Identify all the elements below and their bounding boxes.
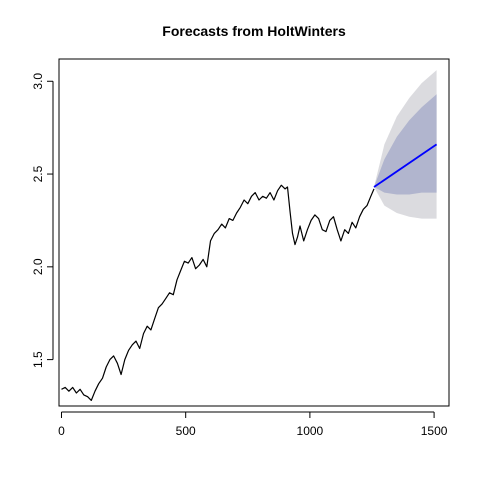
- x-tick-label: 500: [176, 424, 196, 438]
- y-tick-label: 2.0: [31, 258, 45, 275]
- y-tick-label: 3.0: [31, 73, 45, 90]
- plot-frame: [58, 58, 450, 407]
- y-tick-label: 1.5: [31, 351, 45, 368]
- forecast-intervals: [374, 70, 437, 219]
- x-tick-label: 1000: [297, 424, 324, 438]
- series-layer: [61, 143, 438, 401]
- x-tick-label: 0: [58, 424, 65, 438]
- y-tick-label: 2.5: [31, 165, 45, 182]
- chart-title: Forecasts from HoltWinters: [162, 23, 346, 39]
- history-line: [61, 184, 375, 401]
- x-axis: 0 500 1000 1500: [58, 411, 448, 438]
- y-axis: 1.5 2.0 2.5 3.0: [31, 73, 54, 368]
- x-tick-label: 1500: [421, 424, 448, 438]
- prediction-interval-80: [374, 94, 437, 195]
- forecast-line: [373, 143, 438, 188]
